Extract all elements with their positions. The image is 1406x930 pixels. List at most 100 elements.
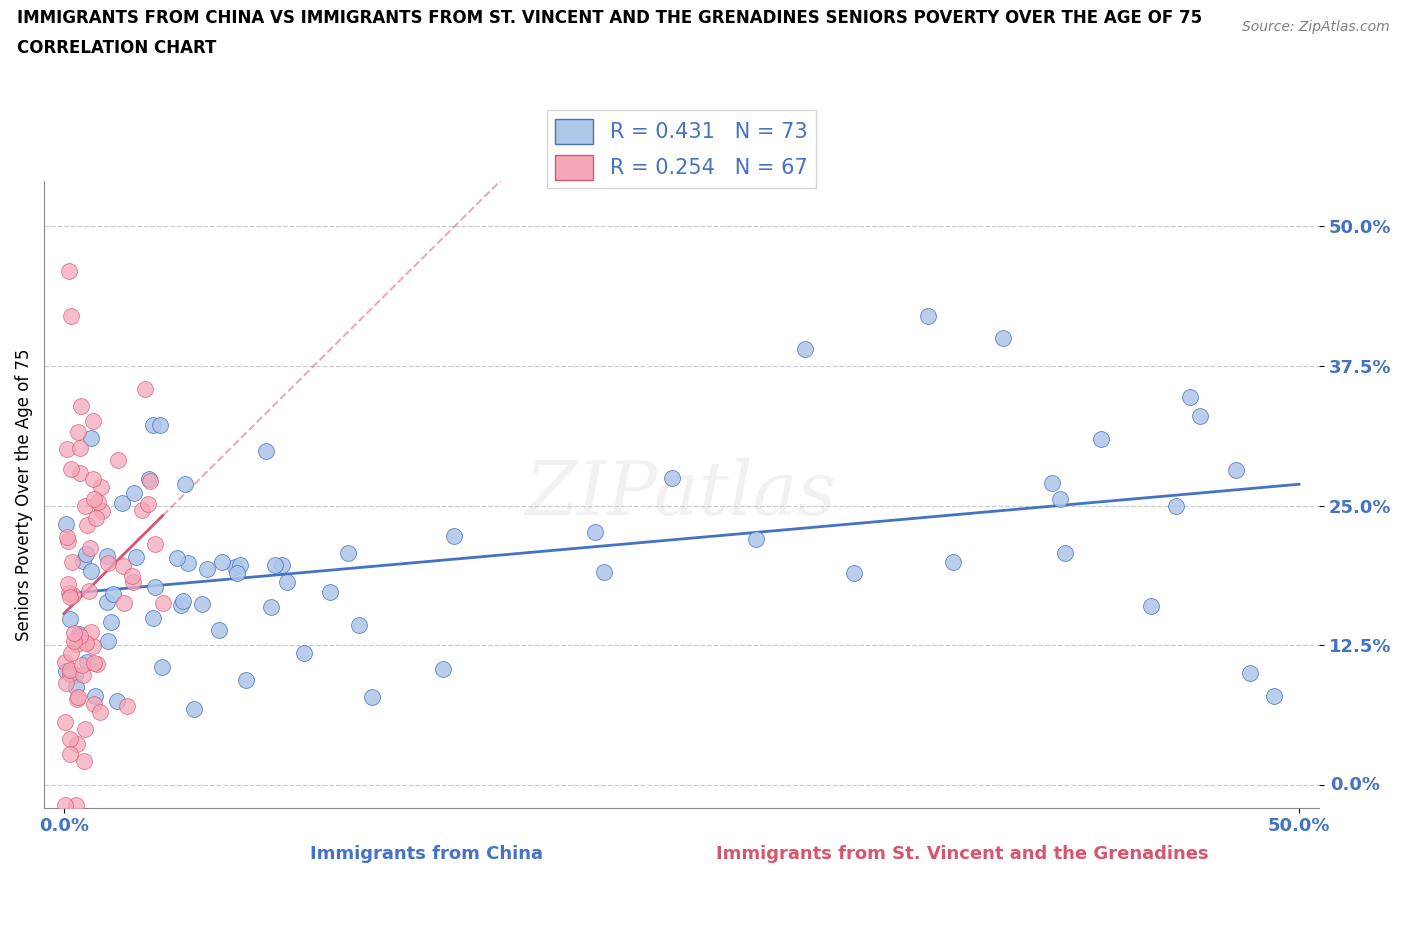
Point	[143, 580, 166, 595]
Point	[70, 658, 93, 672]
Point	[80, 625, 103, 640]
Point	[208, 623, 231, 638]
Point	[80, 564, 103, 578]
Point	[1180, 389, 1202, 404]
Point	[229, 558, 252, 573]
Point	[72, 754, 94, 769]
Point	[66, 689, 89, 704]
Point	[100, 615, 122, 630]
Point	[60, 462, 83, 477]
Point	[53, 654, 76, 669]
Point	[65, 679, 87, 694]
Point	[226, 565, 249, 580]
Point	[141, 418, 163, 432]
Point	[110, 495, 132, 510]
Point	[1139, 599, 1161, 614]
Point	[66, 637, 89, 652]
Point	[60, 308, 83, 323]
Point	[86, 657, 108, 671]
Point	[276, 574, 298, 589]
Point	[58, 585, 80, 600]
Point	[105, 693, 128, 708]
Point	[177, 555, 200, 570]
Point	[66, 691, 89, 706]
Point	[917, 308, 939, 323]
Point	[59, 612, 82, 627]
Point	[83, 656, 105, 671]
Point	[70, 398, 93, 413]
Text: IMMIGRANTS FROM CHINA VS IMMIGRANTS FROM ST. VINCENT AND THE GRENADINES SENIORS : IMMIGRANTS FROM CHINA VS IMMIGRANTS FROM…	[17, 9, 1202, 27]
Point	[744, 532, 766, 547]
Point	[69, 441, 91, 456]
Point	[270, 558, 292, 573]
Point	[72, 668, 94, 683]
Point	[942, 554, 965, 569]
Point	[152, 595, 174, 610]
Point	[195, 562, 218, 577]
Point	[661, 471, 683, 485]
Point	[89, 705, 111, 720]
Y-axis label: Seniors Poverty Over the Age of 75: Seniors Poverty Over the Age of 75	[15, 348, 32, 641]
Point	[991, 330, 1014, 345]
Point	[1040, 476, 1063, 491]
Point	[82, 413, 104, 428]
Point	[60, 645, 83, 660]
Point	[56, 577, 79, 591]
Point	[170, 597, 193, 612]
Point	[97, 633, 120, 648]
Point	[191, 597, 214, 612]
Point	[1164, 498, 1187, 513]
Point	[174, 477, 197, 492]
Point	[1263, 688, 1285, 703]
Point	[84, 688, 107, 703]
Point	[139, 473, 162, 488]
Point	[211, 554, 233, 569]
Legend: R = 0.431   N = 73, R = 0.254   N = 67: R = 0.431 N = 73, R = 0.254 N = 67	[547, 111, 815, 188]
Point	[66, 737, 89, 751]
Point	[55, 676, 77, 691]
Point	[56, 534, 79, 549]
Point	[59, 662, 82, 677]
Point	[432, 662, 454, 677]
Point	[90, 480, 112, 495]
Text: Immigrants from China: Immigrants from China	[309, 845, 543, 863]
Text: CORRELATION CHART: CORRELATION CHART	[17, 39, 217, 57]
Point	[254, 444, 277, 458]
Point	[112, 595, 135, 610]
Point	[56, 442, 79, 457]
Point	[1225, 462, 1247, 477]
Text: ZIPatlas: ZIPatlas	[526, 458, 837, 531]
Point	[183, 702, 205, 717]
Text: Source: ZipAtlas.com: Source: ZipAtlas.com	[1241, 20, 1389, 34]
Point	[122, 574, 145, 589]
Point	[143, 537, 166, 551]
Point	[150, 659, 173, 674]
Point	[76, 517, 98, 532]
Point	[82, 472, 104, 487]
Point	[65, 668, 87, 683]
Point	[84, 511, 107, 525]
Text: 0.0%: 0.0%	[1330, 777, 1379, 794]
Point	[56, 530, 79, 545]
Point	[122, 485, 145, 500]
Point	[77, 584, 100, 599]
Point	[794, 341, 817, 356]
Point	[125, 550, 148, 565]
Point	[166, 551, 188, 565]
Point	[79, 540, 101, 555]
Point	[1090, 432, 1112, 446]
Point	[55, 516, 77, 531]
Point	[91, 504, 114, 519]
Point	[121, 569, 143, 584]
Point	[72, 553, 94, 568]
Point	[53, 715, 76, 730]
Point	[96, 549, 118, 564]
Point	[59, 590, 82, 604]
Point	[97, 555, 120, 570]
Point	[59, 747, 82, 762]
Point	[111, 559, 134, 574]
Text: Immigrants from St. Vincent and the Grenadines: Immigrants from St. Vincent and the Gren…	[716, 845, 1208, 863]
Point	[87, 495, 110, 510]
Point	[264, 557, 287, 572]
Point	[593, 565, 616, 579]
